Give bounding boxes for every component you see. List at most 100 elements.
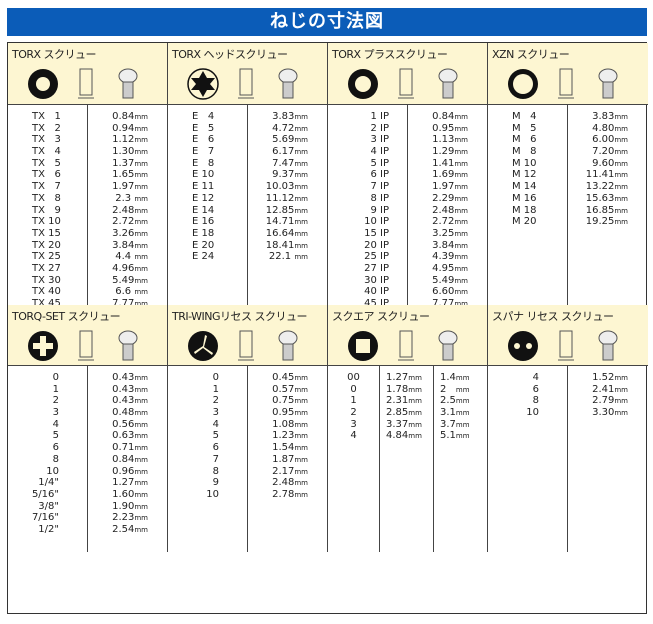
- size-label: TX 4: [32, 146, 61, 158]
- dimension-value: 4.4 mm: [88, 251, 168, 263]
- size-label: 9 IP: [370, 204, 389, 216]
- dimension-value: 1.54mm: [248, 442, 328, 454]
- size-label: E 12: [192, 192, 215, 204]
- size-label: 45 IP: [364, 298, 389, 309]
- value-number: 1.65: [112, 169, 135, 181]
- value-number: 7.77: [432, 298, 455, 309]
- unit-label: mm: [294, 229, 308, 238]
- bit-side-view-icon: [238, 330, 254, 361]
- size-label: M 4: [512, 111, 537, 122]
- dimension-column: 0.84mm 0.94mm 1.12mm 1.30mm 1.37mm 1.65mm 1.97…: [88, 104, 168, 365]
- size-label: 0: [52, 372, 59, 383]
- unit-label: mm: [454, 300, 468, 308]
- unit-label: mm: [454, 288, 468, 297]
- size-column: 0 1 2 3 4 5 6 7 8 9 10: [168, 365, 248, 552]
- value-number: 10.03: [265, 181, 295, 193]
- size-label: M 18: [512, 204, 537, 216]
- size-label: 15 IP: [364, 227, 389, 239]
- unit-label: mm: [134, 432, 148, 441]
- dimension-value: 5.49mm: [88, 275, 168, 287]
- unit-label: mm: [134, 241, 148, 250]
- dimension-value: 9.37mm: [248, 169, 328, 181]
- value-number: 1.4: [440, 372, 456, 383]
- unit-label: mm: [454, 241, 468, 250]
- unit-label: mm: [294, 218, 308, 227]
- value-number: 2.85: [386, 407, 409, 419]
- dimension-value: 6.6 mm: [88, 286, 168, 298]
- size-label: 4: [350, 430, 357, 442]
- dimension-value: 22.1 mm: [248, 251, 328, 263]
- panel-title: XZN スクリュー: [492, 48, 570, 61]
- value-number: 1.27: [386, 372, 409, 383]
- value-number: 7.47: [272, 157, 295, 169]
- size-label: 1: [212, 383, 219, 395]
- size-label: 6: [212, 442, 219, 454]
- panel-title: TRI-WINGリセス スクリュー: [172, 310, 308, 323]
- dimension-value: 19.25mm: [568, 216, 648, 228]
- dimension-value: 1.27mm: [380, 372, 433, 384]
- value-number: 1.97: [112, 181, 135, 193]
- unit-label: mm: [134, 409, 148, 418]
- size-label: 1: [52, 383, 59, 395]
- dimension-value: 1.65mm: [88, 169, 168, 181]
- dimension-value: 2.29mm: [408, 193, 488, 205]
- dimension-value: 1.12mm: [88, 134, 168, 146]
- dimension-value: 14.71mm: [248, 216, 328, 228]
- unit-label: mm: [294, 444, 308, 453]
- value-number: 3.83: [592, 111, 615, 122]
- dimension-value: 2.79mm: [568, 395, 648, 407]
- value-number: 15.63: [585, 192, 615, 204]
- value-number: 2.31: [386, 395, 409, 407]
- panel-body: 0 1 2 3 4 5 6 7 8 9 10 0.45mm 0.57mm 0.75mm 0.95mm 1.08…: [168, 365, 327, 552]
- value-number: 0.84: [432, 111, 455, 122]
- size-label: TX 8: [32, 192, 61, 204]
- dimension-value: 5.1mm: [434, 430, 488, 442]
- unit-label: mm: [294, 183, 308, 192]
- size-label: TX 40: [32, 286, 61, 298]
- size-label: M 5: [512, 122, 537, 134]
- unit-label: mm: [294, 159, 308, 168]
- screw-head-icon: [118, 330, 138, 361]
- dimension-value: 0.56mm: [88, 419, 168, 431]
- size-label: 8: [212, 465, 219, 477]
- value-number: 4.39: [432, 251, 455, 263]
- panel-spanner: スパナ リセス スクリュー 4 6 8 10 1.52mm 2.41mm 2.79mm 3.30…: [488, 305, 648, 552]
- panel-torx: TORX スクリュー TX 1 TX 2 TX 3 TX 4 TX 5 TX 6 TX 7 TX…: [8, 43, 168, 366]
- unit-label: mm: [455, 397, 470, 406]
- size-label: TX 20: [32, 239, 61, 251]
- panel-header: TORX ヘッドスクリュー: [168, 43, 327, 105]
- dimension-value: 1.13mm: [408, 134, 488, 146]
- dimension-value: 2.31mm: [380, 395, 433, 407]
- unit-label: mm: [134, 194, 148, 203]
- value-number: 3.83: [272, 111, 295, 122]
- dimension-value: 0.43mm: [88, 372, 168, 384]
- value-number: 6.6: [115, 286, 135, 298]
- value-number: 0.57: [272, 383, 295, 395]
- unit-label: mm: [134, 288, 148, 297]
- value-number: 5.49: [432, 274, 455, 286]
- unit-label: mm: [134, 171, 148, 180]
- size-label: 8 IP: [370, 192, 389, 204]
- size-label: 5 IP: [370, 157, 389, 169]
- dimension-value: 1.4mm: [434, 372, 488, 384]
- size-label: E 10: [192, 169, 215, 181]
- unit-label: mm: [134, 397, 148, 406]
- dimension-value: 1.52mm: [568, 372, 648, 384]
- bit-side-view-icon: [78, 330, 94, 361]
- size-label: 2: [52, 395, 59, 407]
- dimension-value: 1.90mm: [88, 501, 168, 513]
- size-label: 20 IP: [364, 239, 389, 251]
- dimension-value: 9.60mm: [568, 158, 648, 170]
- size-label: E 20: [192, 239, 215, 251]
- page-title: ねじの寸法図: [7, 8, 647, 36]
- unit-label: mm: [134, 276, 148, 285]
- size-label: M 12: [512, 169, 537, 181]
- size-label: M 6: [512, 134, 537, 146]
- size-label: 10: [526, 407, 539, 419]
- unit-label: mm: [454, 276, 468, 285]
- square-recess-icon: [348, 331, 378, 361]
- unit-label: mm: [294, 124, 308, 133]
- unit-label: mm: [294, 241, 308, 250]
- value-number: 0.71: [112, 442, 135, 454]
- unit-label: mm: [134, 467, 148, 476]
